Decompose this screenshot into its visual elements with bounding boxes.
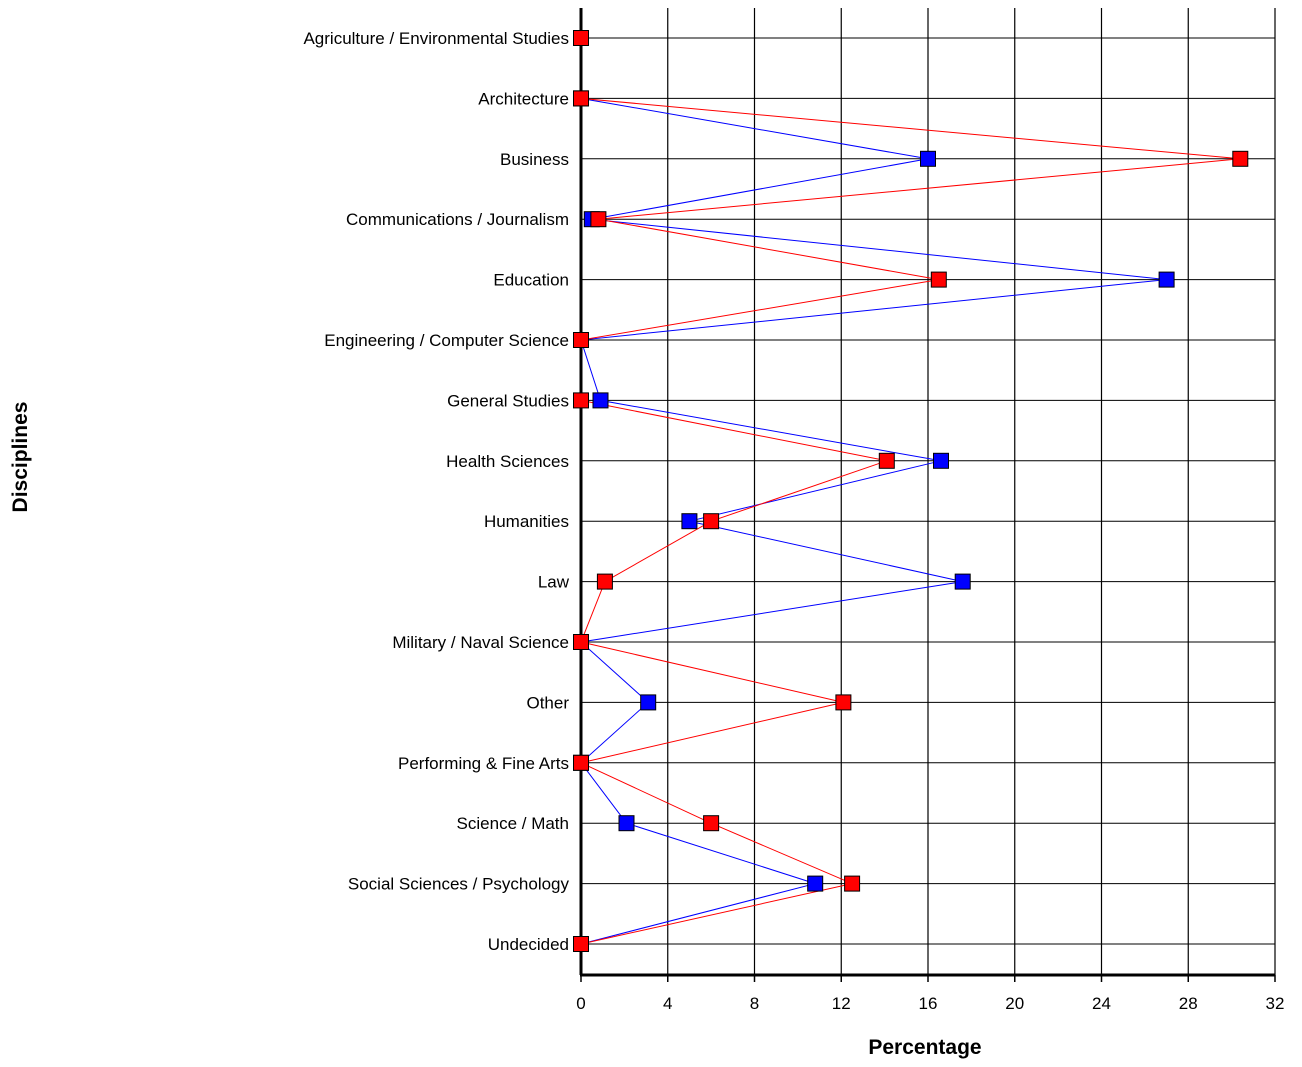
x-tick-label: 24 [1092,994,1111,1013]
data-point-series-1 [954,573,971,590]
series-lines [579,38,1241,945]
category-label: Military / Naval Science [392,633,569,652]
category-label: Business [500,150,569,169]
data-point-series-2 [573,936,589,952]
data-point-series-2 [573,634,589,650]
category-label: Undecided [488,935,569,954]
x-tick-label: 0 [576,994,585,1013]
labels: Agriculture / Environmental Studies Archi… [303,29,1284,1013]
grid [581,8,1276,975]
data-point-series-2 [573,90,589,107]
data-point-series-2 [835,694,852,711]
series-markers [573,30,1249,952]
data-point-series-2 [703,815,720,832]
category-label: Performing & Fine Arts [398,754,569,773]
data-point-series-2 [596,573,613,590]
x-tick-label: 16 [919,994,938,1013]
data-point-series-1 [681,513,698,530]
category-label: Health Sciences [446,452,569,471]
category-label: Communications / Journalism [346,210,569,229]
data-point-series-2 [573,392,589,409]
data-point-series-2 [573,754,589,771]
y-axis-title: Disciplines [9,402,32,513]
x-tick-label: 8 [750,994,759,1013]
category-label: Social Sciences / Psychology [348,875,570,894]
category-label: Science / Math [457,814,569,833]
x-tick-label: 4 [663,994,672,1013]
category-label: Engineering / Computer Science [324,331,569,350]
category-label: Humanities [484,512,569,531]
category-label: Agriculture / Environmental Studies [303,29,569,48]
series-line-2 [579,38,1241,945]
data-point-series-2 [573,332,589,348]
data-point-series-2 [573,30,589,46]
data-point-series-2 [878,452,895,469]
data-point-series-2 [590,211,607,228]
axes [579,8,1276,982]
category-label: Education [493,271,569,290]
data-point-series-2 [844,875,861,892]
category-label: Other [526,693,569,712]
data-point-series-2 [1232,150,1249,167]
data-point-series-1 [592,392,609,409]
data-point-series-1 [1158,271,1175,288]
series-line-1 [579,38,1167,945]
x-axis-title: Percentage [868,1036,981,1059]
category-label: General Studies [447,391,569,410]
x-tick-label: 32 [1266,994,1285,1013]
category-label: Architecture [478,89,569,108]
data-point-series-1 [933,452,949,469]
data-point-series-1 [640,694,657,711]
data-point-series-1 [920,150,936,167]
data-point-series-1 [618,815,635,832]
data-point-series-2 [930,271,947,288]
data-point-series-1 [807,875,824,892]
x-tick-label: 20 [1005,994,1024,1013]
category-label: Law [538,573,570,592]
x-tick-label: 28 [1179,994,1198,1013]
data-point-series-2 [703,513,720,530]
x-tick-label: 12 [832,994,851,1013]
